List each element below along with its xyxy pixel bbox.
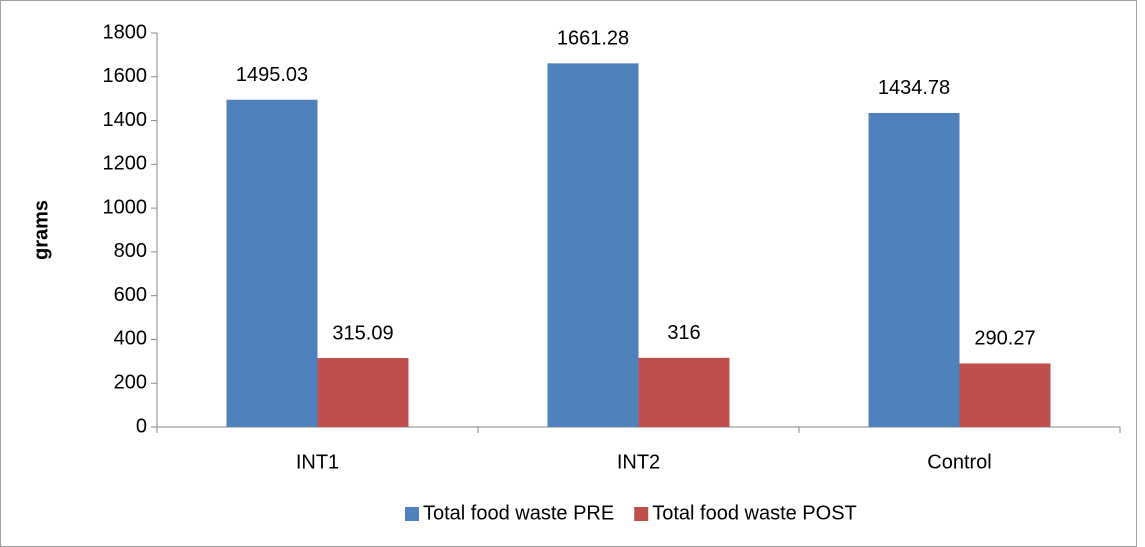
data-label: 290.27 [974, 328, 1035, 350]
y-tick-label: 1800 [103, 21, 148, 43]
y-tick-label: 1600 [103, 65, 148, 87]
y-tick-label: 800 [114, 240, 147, 262]
bar [868, 112, 960, 427]
data-label: 1434.78 [878, 77, 950, 99]
x-tick-label: Control [927, 451, 991, 473]
y-tick-label: 200 [114, 372, 147, 394]
data-label: 1495.03 [236, 64, 308, 86]
data-label: 315.09 [332, 322, 393, 344]
bar [547, 63, 639, 428]
legend-label: Total food waste POST [652, 502, 857, 524]
y-tick-label: 1400 [103, 109, 148, 131]
bar [226, 99, 318, 427]
y-tick-label: 600 [114, 284, 147, 306]
data-label: 316 [667, 322, 700, 344]
bar [638, 357, 730, 427]
legend-label: Total food waste PRE [423, 502, 614, 524]
y-axis-label: grams [30, 200, 52, 260]
y-tick-label: 1200 [103, 153, 148, 175]
bar [959, 363, 1051, 427]
data-label: 1661.28 [557, 28, 629, 50]
y-tick-label: 1000 [103, 196, 148, 218]
y-tick-label: 0 [136, 415, 147, 437]
y-tick-label: 400 [114, 328, 147, 350]
bar [317, 358, 409, 427]
x-tick-label: INT2 [617, 451, 660, 473]
legend-swatch [405, 507, 419, 521]
legend-swatch [634, 507, 649, 521]
x-tick-label: INT1 [296, 451, 339, 473]
